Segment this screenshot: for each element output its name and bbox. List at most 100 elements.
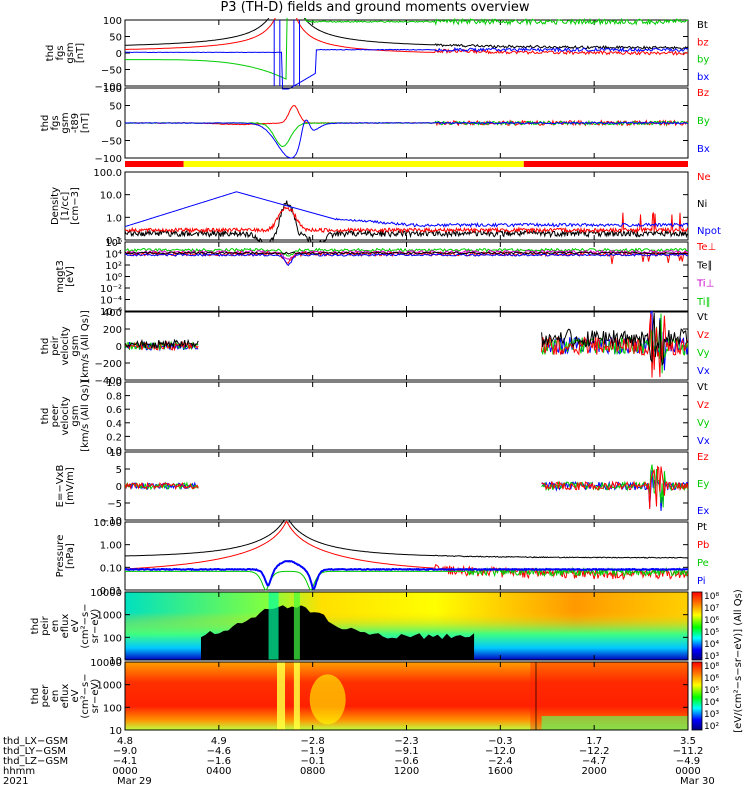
x-axis-value: −0.3	[488, 736, 512, 747]
y-tick-label: −400	[95, 376, 122, 387]
colorbar-tick-label: 10⁷	[704, 604, 719, 614]
colorbar-tick-label: 10⁶	[704, 616, 719, 626]
legend-entry: Vx	[697, 366, 710, 377]
y-axis-label: E=−VxB	[55, 465, 66, 508]
y-axis-label: peir	[40, 615, 51, 635]
colorbar-tick-label: 10³	[704, 710, 719, 720]
panel-frame	[124, 381, 689, 451]
x-axis-value: −2.8	[301, 736, 325, 747]
spectrogram-stripe	[293, 592, 300, 660]
x-axis-date: Mar 30	[680, 776, 715, 787]
y-tick-label: −50	[101, 137, 122, 148]
panel-density: 100.0 10.0 1.0 0.1 Density [1/cc] [cm−3] Ne Ni Np…	[50, 168, 721, 247]
panel-peer_spec: 10000 1000 100 10 thd peer en eflux eV (cm²−s− sr−…	[30, 658, 689, 737]
series-line	[125, 191, 688, 228]
series-line	[541, 470, 688, 511]
x-axis-row-label: thd_LZ−GSM	[3, 756, 68, 767]
panel-frame	[124, 19, 689, 87]
y-tick-label: 0.4	[106, 419, 122, 430]
y-axis-label: [nT]	[75, 43, 86, 63]
legend-entry: Te∥	[696, 260, 713, 271]
x-axis-value: −11.2	[673, 746, 704, 757]
colorbar-tick-label: 10⁵	[704, 686, 719, 696]
colorbar	[691, 591, 703, 661]
legend-entry: Vz	[697, 330, 709, 341]
legend-entry: Bt	[697, 20, 708, 31]
y-axis-label: Density	[50, 187, 61, 225]
x-axis-value: 0000	[112, 766, 137, 777]
y-axis-label: thd	[40, 115, 51, 132]
y-tick-label: 10000	[90, 658, 122, 669]
y-tick-label: −50	[101, 66, 122, 77]
series-line	[125, 105, 688, 127]
y-axis-label: eflux	[60, 614, 71, 639]
y-axis-label: peer	[40, 684, 51, 708]
y-axis-label: thd	[40, 338, 51, 355]
spectrogram-stripe	[293, 662, 300, 730]
y-axis-label: peir	[50, 335, 61, 355]
y-tick-label: 10⁶	[105, 238, 122, 249]
legend-entry: Vz	[697, 400, 709, 411]
legend-entry: Ti⊥	[696, 279, 714, 290]
x-axis-value: −4.9	[676, 756, 700, 767]
legend-entry: By	[697, 116, 710, 127]
x-axis-value: 1.7	[586, 736, 602, 747]
y-tick-label: 10000	[90, 588, 122, 599]
series-line	[125, 206, 688, 234]
colorbar-label: [eV/(cm²−s−sr−eV)] (All Qs)	[733, 589, 744, 733]
legend-entry: Pe	[697, 558, 709, 569]
colorbar-tick-label: 10⁸	[704, 662, 719, 672]
y-axis-label: en	[50, 690, 61, 703]
y-tick-label: 10	[109, 726, 122, 737]
y-tick-label: 1000	[97, 611, 122, 622]
x-axis-row-label: 2021	[3, 776, 28, 787]
series-line	[125, 481, 199, 491]
y-axis-label: en	[50, 620, 61, 633]
x-axis-value: −1.9	[301, 746, 325, 757]
colorbar-tick-label: 10²	[704, 722, 719, 732]
y-tick-label: −10	[101, 516, 122, 527]
y-tick-label: 0.10	[100, 563, 122, 574]
y-tick-label: 10⁻⁴	[100, 296, 122, 307]
y-axis-label: thd	[45, 45, 56, 62]
mode-bar-segment	[523, 161, 688, 167]
y-axis-label: eflux	[60, 684, 71, 709]
y-axis-label: gsm	[70, 405, 81, 426]
x-axis-value: −0.1	[301, 756, 325, 767]
x-axis-value: −2.3	[394, 736, 418, 747]
y-tick-label: 0	[116, 49, 122, 60]
y-axis-label: [nT]	[80, 113, 91, 133]
x-axis-value: −12.0	[485, 746, 516, 757]
y-axis-label: thd	[30, 688, 41, 705]
y-axis-label: gsm	[60, 112, 71, 133]
y-axis-label: thd	[30, 618, 41, 635]
series-line	[125, 18, 688, 80]
legend-entry: Pb	[697, 540, 709, 551]
y-tick-label: 10⁻²	[100, 284, 122, 295]
y-tick-label: 0.2	[106, 432, 122, 443]
plot-title: P3 (TH-D) fields and ground moments over…	[220, 0, 530, 15]
series-line	[125, 46, 688, 90]
series-line	[125, 247, 688, 257]
y-axis-label: (cm²−s−	[80, 603, 91, 648]
legend-entry: Npot	[697, 226, 721, 237]
y-tick-label: 100	[103, 703, 122, 714]
y-tick-label: −200	[95, 359, 122, 370]
y-axis-label: eV	[70, 619, 81, 632]
x-axis-value: −9.0	[113, 746, 137, 757]
y-axis-label: velocity	[60, 326, 71, 365]
x-axis-value: 0000	[675, 766, 700, 777]
y-tick-label: 0.1	[106, 236, 122, 247]
colorbar	[691, 661, 703, 731]
series-line	[125, 566, 688, 591]
y-axis-label: gsm	[65, 42, 76, 63]
y-axis-label: fgs	[55, 45, 66, 60]
y-axis-label: [eV]	[65, 266, 76, 287]
series-line	[125, 519, 688, 559]
panel-efield: 10 5 0 −5 −10 E=−VxB [mV/m] Ez Ey Ex	[55, 448, 709, 527]
x-axis-value: 0800	[300, 766, 325, 777]
y-tick-label: 400	[103, 308, 122, 319]
legend-entry: Te⊥	[696, 242, 716, 253]
legend-entry: Ez	[697, 452, 709, 463]
